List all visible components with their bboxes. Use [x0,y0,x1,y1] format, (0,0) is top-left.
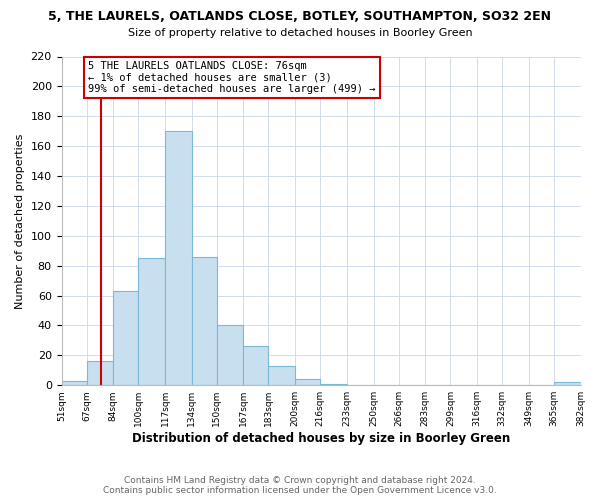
Bar [268,366,295,385]
Bar [139,258,165,385]
Bar [554,382,581,385]
Bar [244,346,268,385]
Bar [217,326,244,385]
X-axis label: Distribution of detached houses by size in Boorley Green: Distribution of detached houses by size … [132,432,510,445]
Bar [320,384,347,385]
Bar [295,379,320,385]
Bar [62,380,86,385]
Text: 5 THE LAURELS OATLANDS CLOSE: 76sqm
← 1% of detached houses are smaller (3)
99% : 5 THE LAURELS OATLANDS CLOSE: 76sqm ← 1%… [88,61,376,94]
Y-axis label: Number of detached properties: Number of detached properties [15,133,25,308]
Bar [165,131,191,385]
Text: 5, THE LAURELS, OATLANDS CLOSE, BOTLEY, SOUTHAMPTON, SO32 2EN: 5, THE LAURELS, OATLANDS CLOSE, BOTLEY, … [49,10,551,23]
Text: Contains public sector information licensed under the Open Government Licence v3: Contains public sector information licen… [103,486,497,495]
Text: Contains HM Land Registry data © Crown copyright and database right 2024.: Contains HM Land Registry data © Crown c… [124,476,476,485]
Bar [86,362,113,385]
Text: Size of property relative to detached houses in Boorley Green: Size of property relative to detached ho… [128,28,472,38]
Bar [191,256,217,385]
Bar [113,291,139,385]
